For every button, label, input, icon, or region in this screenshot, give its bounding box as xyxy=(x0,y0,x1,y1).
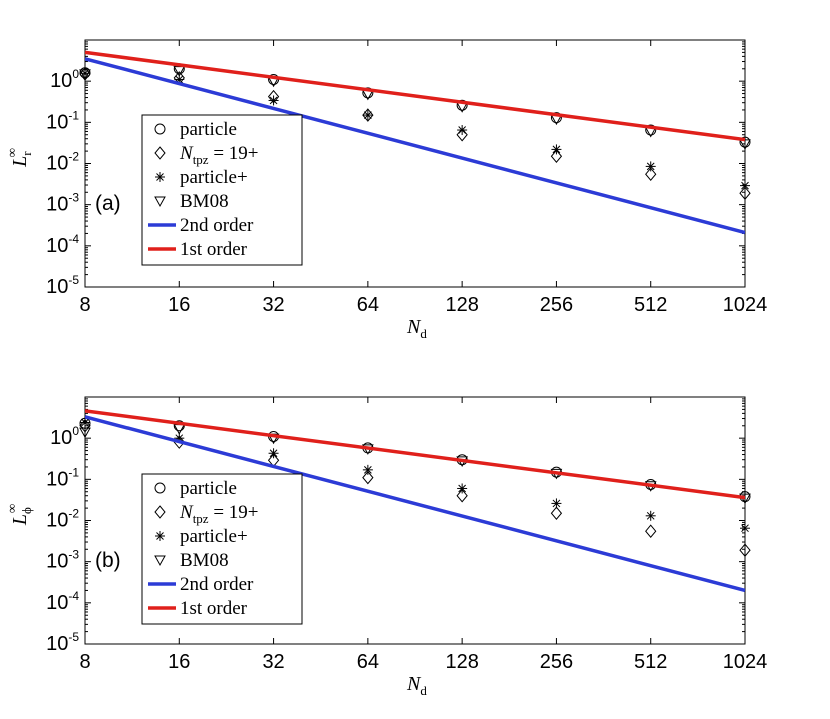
legend-entry: 2nd order xyxy=(180,574,254,595)
data-point-particle- xyxy=(457,125,468,136)
y-tick-label: 10-5 xyxy=(46,273,79,298)
data-point-ntpz-19plus xyxy=(739,543,751,557)
y-axis-label: Lϕ∞ xyxy=(4,504,34,526)
x-tick-label: 16 xyxy=(168,651,190,673)
data-point-particle- xyxy=(740,523,750,534)
legend-entry: 1st order xyxy=(180,239,248,260)
data-point-bm08 xyxy=(173,66,186,77)
data-point-particle- xyxy=(80,417,90,428)
legend-box xyxy=(141,114,303,266)
data-point-ntpz-19plus xyxy=(550,149,563,164)
legend-marker xyxy=(155,172,165,182)
data-point-particle- xyxy=(362,464,373,475)
legend-marker xyxy=(154,123,166,135)
y-tick-label: 100 xyxy=(50,67,79,92)
x-tick-label: 32 xyxy=(262,651,284,673)
x-tick-label: 128 xyxy=(445,294,478,316)
legend-entry: particle+ xyxy=(180,167,248,188)
legend-marker xyxy=(155,531,165,541)
legend-entry: particle xyxy=(180,478,237,499)
data-point-particle xyxy=(456,99,468,111)
series-line-1st-order xyxy=(85,409,745,500)
data-point-particle- xyxy=(268,448,279,459)
legend-entry: BM08 xyxy=(180,550,229,571)
y-tick-label: 10-1 xyxy=(46,465,79,490)
data-point-ntpz-19plus xyxy=(645,524,657,538)
data-point-particle xyxy=(550,112,562,124)
legend-entry: 2nd order xyxy=(180,215,254,236)
x-tick-label: 32 xyxy=(262,294,284,316)
data-point-ntpz-19plus xyxy=(456,488,468,503)
legend-entry: BM08 xyxy=(180,191,229,212)
legend-box xyxy=(141,473,303,625)
x-tick-label: 512 xyxy=(634,294,667,316)
x-axis-label: Nd xyxy=(406,316,427,341)
data-point-particle xyxy=(173,420,185,432)
x-tick-label: 1024 xyxy=(723,294,768,316)
data-point-particle xyxy=(362,87,374,99)
legend-marker xyxy=(154,482,166,494)
x-tick-label: 8 xyxy=(79,651,90,673)
legend-marker xyxy=(154,146,166,160)
series-line-2nd-order xyxy=(85,57,745,235)
x-tick-label: 256 xyxy=(540,294,573,316)
series-line-1st-order xyxy=(85,50,745,142)
chart-panel-a: 8 16 32 64 128 256 512 1024 10-5 10-4 10-3 10-2 10-1… xyxy=(4,39,768,341)
data-point-bm08 xyxy=(79,69,91,80)
data-point-ntpz-19plus xyxy=(362,108,374,122)
data-point-particle- xyxy=(362,110,373,121)
y-tick-label: 10-4 xyxy=(46,589,79,614)
data-point-ntpz-19plus xyxy=(362,470,374,485)
y-tick-label: 10-4 xyxy=(46,232,79,257)
data-point-particle- xyxy=(645,510,656,521)
legend-entry: 1st order xyxy=(180,598,248,619)
legend-entry: particle xyxy=(180,119,237,140)
y-tick-label: 10-2 xyxy=(46,507,79,532)
legend-entry: Ntpz = 19+ xyxy=(179,143,259,167)
y-tick-label: 10-3 xyxy=(46,548,79,573)
panel-label: (b) xyxy=(95,549,121,572)
y-tick-label: 10-5 xyxy=(46,630,79,655)
legend-entry: Ntpz = 19+ xyxy=(179,502,259,526)
data-point-particle- xyxy=(457,483,468,494)
x-tick-label: 64 xyxy=(357,294,379,316)
x-tick-label: 8 xyxy=(79,294,90,316)
y-tick-label: 10-3 xyxy=(46,191,79,216)
data-point-particle xyxy=(645,124,657,136)
legend-marker xyxy=(154,505,166,519)
legend: particle Ntpz = 19+particle+ BM08 2nd order… xyxy=(141,114,303,266)
x-tick-label: 1024 xyxy=(723,651,768,673)
data-point-particle- xyxy=(740,180,750,191)
panel-label: (a) xyxy=(95,192,121,215)
data-point-ntpz-19plus xyxy=(739,186,751,200)
legend-marker xyxy=(154,196,166,208)
legend: particle Ntpz = 19+particle+ BM08 2nd order… xyxy=(141,473,303,625)
x-axis-label: Nd xyxy=(406,673,427,698)
data-point-bm08 xyxy=(79,427,91,439)
data-point-particle xyxy=(739,136,751,148)
series-line-2nd-order xyxy=(85,415,745,593)
data-point-ntpz-19plus xyxy=(550,506,563,521)
x-tick-label: 16 xyxy=(168,294,190,316)
y-tick-label: 10-2 xyxy=(46,150,79,175)
y-tick-label: 10-1 xyxy=(46,108,79,133)
legend-marker xyxy=(154,555,166,567)
x-tick-label: 128 xyxy=(445,651,478,673)
data-point-ntpz-19plus xyxy=(645,167,657,181)
data-point-bm08 xyxy=(739,139,751,150)
y-axis-label: Lr∞ xyxy=(4,148,34,168)
chart-panel-b: 8 16 32 64 128 256 512 1024 10-5 10-4 10-3 10-2 10-1… xyxy=(4,396,768,698)
x-tick-label: 64 xyxy=(357,651,379,673)
x-tick-label: 512 xyxy=(634,651,667,673)
x-tick-label: 256 xyxy=(540,651,573,673)
data-point-particle- xyxy=(551,498,562,509)
data-point-particle- xyxy=(551,144,562,155)
data-point-particle- xyxy=(268,95,279,106)
legend-entry: particle+ xyxy=(180,526,248,547)
data-point-ntpz-19plus xyxy=(79,418,91,433)
data-point-particle- xyxy=(645,161,656,172)
y-tick-label: 100 xyxy=(50,424,79,449)
